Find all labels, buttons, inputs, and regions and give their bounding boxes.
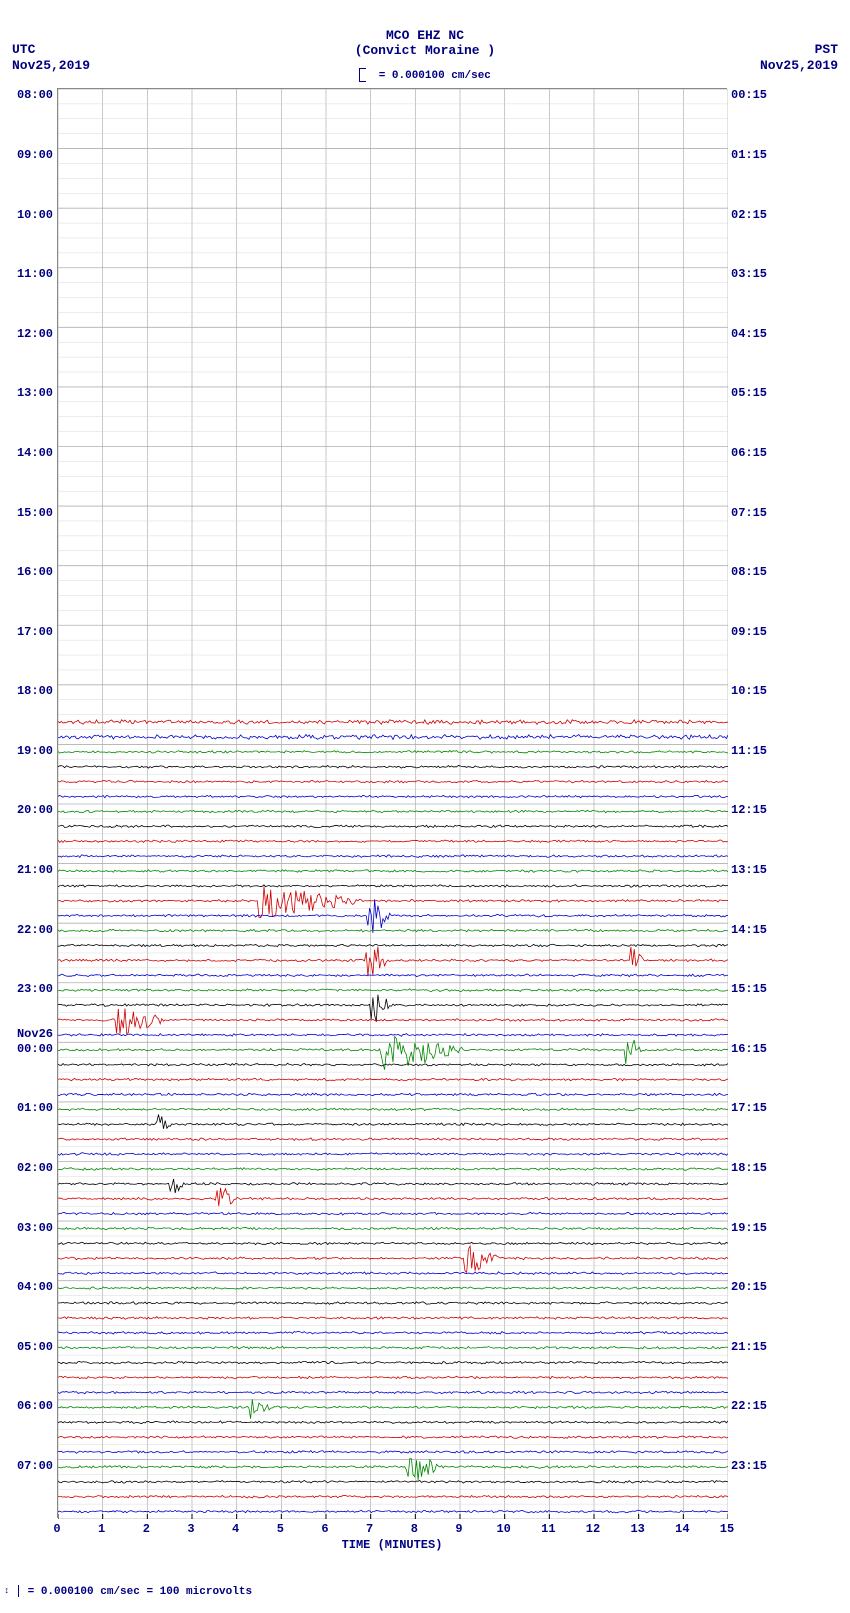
minute-tick: 8 [411, 1522, 418, 1536]
scale-indicator: = 0.000100 cm/sec [0, 68, 850, 82]
minute-tick: 6 [321, 1522, 328, 1536]
pst-tick: 16:15 [731, 1042, 801, 1056]
utc-tick: 09:00 [8, 148, 53, 162]
pst-tick: 03:15 [731, 267, 801, 281]
pst-tick: 13:15 [731, 863, 801, 877]
x-axis-label: TIME (MINUTES) [57, 1538, 727, 1552]
pst-tick: 19:15 [731, 1221, 801, 1235]
minute-tick: 10 [496, 1522, 510, 1536]
pst-tick: 20:15 [731, 1280, 801, 1294]
footer-text: = 0.000100 cm/sec = 100 microvolts [28, 1586, 252, 1598]
utc-tick: 11:00 [8, 267, 53, 281]
utc-tick: 01:00 [8, 1101, 53, 1115]
pst-tick: 06:15 [731, 446, 801, 460]
utc-tick: 00:00 [8, 1042, 53, 1056]
pst-tick: 23:15 [731, 1459, 801, 1473]
pst-date: Nov25,2019 [760, 58, 838, 74]
pst-tick: 09:15 [731, 625, 801, 639]
utc-tick: 22:00 [8, 923, 53, 937]
station-location: (Convict Moraine ) [0, 43, 850, 59]
utc-tick: 05:00 [8, 1340, 53, 1354]
seismogram-svg [58, 89, 728, 1519]
pst-tick: 08:15 [731, 565, 801, 579]
utc-tick: 14:00 [8, 446, 53, 460]
pst-corner: PST Nov25,2019 [760, 42, 838, 75]
minute-tick: 1 [98, 1522, 105, 1536]
minute-tick: 3 [187, 1522, 194, 1536]
utc-tick: 23:00 [8, 982, 53, 996]
utc-tick: 04:00 [8, 1280, 53, 1294]
utc-tick: 21:00 [8, 863, 53, 877]
utc-tick: 10:00 [8, 208, 53, 222]
utc-tick: 17:00 [8, 625, 53, 639]
pst-tick: 11:15 [731, 744, 801, 758]
date-change-marker: Nov26 [5, 1027, 53, 1041]
pst-tick: 14:15 [731, 923, 801, 937]
minute-tick: 13 [630, 1522, 644, 1536]
minute-tick: 12 [586, 1522, 600, 1536]
minute-tick: 7 [366, 1522, 373, 1536]
minute-tick: 4 [232, 1522, 239, 1536]
minute-tick: 14 [675, 1522, 689, 1536]
pst-tick: 21:15 [731, 1340, 801, 1354]
utc-tick: 12:00 [8, 327, 53, 341]
pst-tick: 12:15 [731, 803, 801, 817]
utc-tick: 15:00 [8, 506, 53, 520]
utc-corner: UTC Nov25,2019 [12, 42, 90, 75]
utc-tick: 08:00 [8, 88, 53, 102]
utc-tick: 07:00 [8, 1459, 53, 1473]
minute-tick: 2 [143, 1522, 150, 1536]
pst-tick: 04:15 [731, 327, 801, 341]
minute-tick: 0 [53, 1522, 60, 1536]
scale-text: = 0.000100 cm/sec [379, 70, 491, 82]
pst-tick: 00:15 [731, 88, 801, 102]
pst-tick: 01:15 [731, 148, 801, 162]
utc-date: Nov25,2019 [12, 58, 90, 74]
pst-tick: 18:15 [731, 1161, 801, 1175]
station-code: MCO EHZ NC [0, 28, 850, 44]
pst-tick: 02:15 [731, 208, 801, 222]
pst-label: PST [760, 42, 838, 58]
utc-tick: 16:00 [8, 565, 53, 579]
minute-tick: 15 [720, 1522, 734, 1536]
scale-bar-icon [359, 68, 366, 82]
pst-tick: 17:15 [731, 1101, 801, 1115]
utc-tick: 19:00 [8, 744, 53, 758]
pst-tick: 15:15 [731, 982, 801, 996]
utc-tick: 20:00 [8, 803, 53, 817]
minute-tick: 5 [277, 1522, 284, 1536]
seismogram-plot [57, 88, 727, 1518]
pst-tick: 10:15 [731, 684, 801, 698]
utc-tick: 03:00 [8, 1221, 53, 1235]
utc-tick: 02:00 [8, 1161, 53, 1175]
utc-tick: 06:00 [8, 1399, 53, 1413]
utc-tick: 13:00 [8, 386, 53, 400]
utc-tick: 18:00 [8, 684, 53, 698]
footer-scale: ↕ = 0.000100 cm/sec = 100 microvolts [4, 1585, 252, 1598]
utc-label: UTC [12, 42, 90, 58]
pst-tick: 07:15 [731, 506, 801, 520]
minute-tick: 9 [455, 1522, 462, 1536]
minute-tick: 11 [541, 1522, 555, 1536]
pst-tick: 05:15 [731, 386, 801, 400]
pst-tick: 22:15 [731, 1399, 801, 1413]
